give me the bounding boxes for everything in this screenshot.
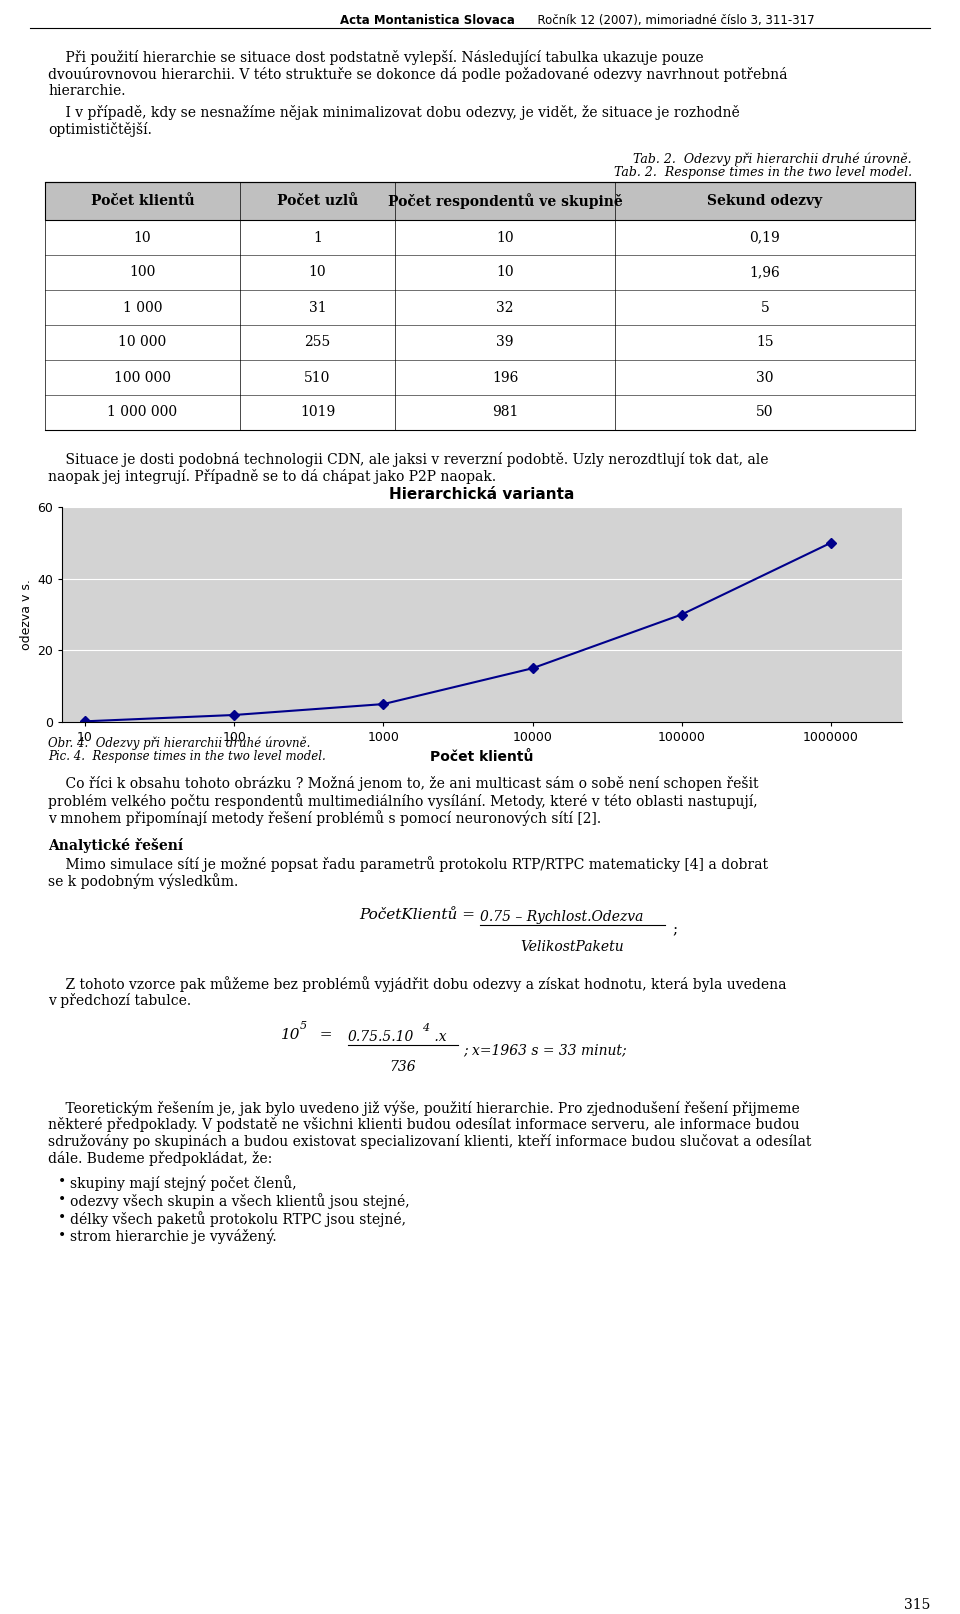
Text: 510: 510 bbox=[304, 371, 330, 384]
Text: Počet uzlů: Počet uzlů bbox=[276, 194, 358, 208]
Text: 196: 196 bbox=[492, 371, 518, 384]
Text: 4: 4 bbox=[422, 1023, 429, 1033]
Text: 0,19: 0,19 bbox=[750, 231, 780, 244]
Text: v předchozí tabulce.: v předchozí tabulce. bbox=[48, 993, 191, 1009]
Text: 1: 1 bbox=[313, 231, 322, 244]
Text: •: • bbox=[58, 1210, 66, 1225]
Text: I v případě, kdy se nesnažíme nějak minimalizovat dobu odezvy, je vidět, že situ: I v případě, kdy se nesnažíme nějak mini… bbox=[48, 105, 740, 119]
Text: Mimo simulace sítí je možné popsat řadu parametrů protokolu RTP/RTPC matematicky: Mimo simulace sítí je možné popsat řadu … bbox=[48, 855, 768, 872]
Text: Analytické řešení: Analytické řešení bbox=[48, 838, 183, 854]
Text: 10: 10 bbox=[496, 231, 514, 244]
Y-axis label: odezva v s.: odezva v s. bbox=[20, 579, 33, 650]
Text: odezvy všech skupin a všech klientů jsou stejné,: odezvy všech skupin a všech klientů jsou… bbox=[70, 1193, 410, 1209]
Text: •: • bbox=[58, 1193, 66, 1207]
Bar bbox=[45, 291, 915, 324]
Bar bbox=[45, 324, 915, 360]
Text: Situace je dosti podobná technologii CDN, ale jaksi v reverzní podobtě. Uzly ner: Situace je dosti podobná technologii CDN… bbox=[48, 452, 769, 466]
Text: 0.75 – Rychlost.Odezva: 0.75 – Rychlost.Odezva bbox=[480, 910, 643, 923]
Text: =: = bbox=[310, 1028, 343, 1043]
Text: 50: 50 bbox=[756, 405, 774, 420]
Text: •: • bbox=[58, 1228, 66, 1243]
Text: Při použití hierarchie se situace dost podstatně vylepší. Následující tabulka uk: Při použití hierarchie se situace dost p… bbox=[48, 50, 704, 65]
Text: Počet klientů: Počet klientů bbox=[90, 194, 194, 208]
Text: 0.75.5.10: 0.75.5.10 bbox=[348, 1030, 415, 1044]
Text: naopak jej integrují. Případně se to dá chápat jako P2P naopak.: naopak jej integrují. Případně se to dá … bbox=[48, 470, 496, 484]
Text: ; x=1963 s = 33 minut;: ; x=1963 s = 33 minut; bbox=[463, 1043, 627, 1057]
Text: Tab. 2.  Response times in the two level model.: Tab. 2. Response times in the two level … bbox=[613, 166, 912, 179]
Text: Acta Montanistica Slovaca: Acta Montanistica Slovaca bbox=[340, 15, 515, 27]
Text: Tab. 2.  Odezvy při hierarchii druhé úrovně.: Tab. 2. Odezvy při hierarchii druhé úrov… bbox=[634, 152, 912, 166]
Text: 5: 5 bbox=[300, 1022, 307, 1031]
Text: Co říci k obsahu tohoto obrázku ? Možná jenom to, že ani multicast sám o sobě ne: Co říci k obsahu tohoto obrázku ? Možná … bbox=[48, 776, 758, 791]
Text: problém velkého počtu respondentů multimediálního vysílání. Metody, které v této: problém velkého počtu respondentů multim… bbox=[48, 792, 757, 809]
Text: 10: 10 bbox=[496, 265, 514, 279]
Text: 981: 981 bbox=[492, 405, 518, 420]
Text: některé předpoklady. V podstatě ne všichni klienti budou odesílat informace serv: některé předpoklady. V podstatě ne všich… bbox=[48, 1117, 800, 1131]
Text: 315: 315 bbox=[903, 1598, 930, 1612]
Text: 15: 15 bbox=[756, 336, 774, 350]
Text: Sekund odezvy: Sekund odezvy bbox=[708, 194, 823, 208]
Text: ;: ; bbox=[672, 923, 677, 938]
Text: strom hierarchie je vyvážený.: strom hierarchie je vyvážený. bbox=[70, 1228, 276, 1244]
Text: 10 000: 10 000 bbox=[118, 336, 167, 350]
Text: 10: 10 bbox=[309, 265, 326, 279]
Bar bbox=[45, 182, 915, 220]
Text: Z tohoto vzorce pak můžeme bez problémů vyjádřit dobu odezvy a získat hodnotu, k: Z tohoto vzorce pak můžeme bez problémů … bbox=[48, 976, 786, 993]
Text: skupiny mají stejný počet členů,: skupiny mají stejný počet členů, bbox=[70, 1175, 297, 1191]
Bar bbox=[45, 255, 915, 291]
Text: Obr. 4.  Odezvy při hierarchii druhé úrovně.: Obr. 4. Odezvy při hierarchii druhé úrov… bbox=[48, 736, 310, 749]
Text: dále. Budeme předpokládat, že:: dále. Budeme předpokládat, že: bbox=[48, 1151, 273, 1165]
Text: •: • bbox=[58, 1175, 66, 1190]
Text: .x: .x bbox=[430, 1030, 446, 1044]
Bar bbox=[45, 220, 915, 255]
Text: sdružovány po skupinách a budou existovat specializovaní klienti, kteří informac: sdružovány po skupinách a budou existova… bbox=[48, 1135, 811, 1149]
Text: Počet respondentů ve skupině: Počet respondentů ve skupině bbox=[388, 194, 622, 208]
Text: 5: 5 bbox=[760, 300, 769, 315]
Text: VelikostPaketu: VelikostPaketu bbox=[520, 939, 624, 954]
Text: 1 000: 1 000 bbox=[123, 300, 162, 315]
Text: 31: 31 bbox=[309, 300, 326, 315]
Text: optimističtější.: optimističtější. bbox=[48, 123, 152, 137]
Text: Ročník 12 (2007), mimoriadné číslo 3, 311-317: Ročník 12 (2007), mimoriadné číslo 3, 31… bbox=[530, 15, 815, 27]
Text: dvouúrovnovou hierarchii. V této struktuře se dokonce dá podle požadované odezvy: dvouúrovnovou hierarchii. V této struktu… bbox=[48, 68, 787, 82]
Text: 32: 32 bbox=[496, 300, 514, 315]
Text: Pic. 4.  Response times in the two level model.: Pic. 4. Response times in the two level … bbox=[48, 751, 325, 763]
Text: hierarchie.: hierarchie. bbox=[48, 84, 126, 98]
Text: v mnohem připomínají metody řešení problémů s pomocí neuronových sítí [2].: v mnohem připomínají metody řešení probl… bbox=[48, 810, 601, 826]
Text: 736: 736 bbox=[390, 1060, 417, 1073]
Text: 10: 10 bbox=[280, 1028, 300, 1043]
Text: 100 000: 100 000 bbox=[114, 371, 171, 384]
Bar bbox=[45, 395, 915, 429]
Text: 100: 100 bbox=[130, 265, 156, 279]
Text: PočetKlientů =: PočetKlientů = bbox=[359, 909, 480, 922]
X-axis label: Počet klientů: Počet klientů bbox=[430, 749, 534, 763]
Text: 30: 30 bbox=[756, 371, 774, 384]
Text: 1,96: 1,96 bbox=[750, 265, 780, 279]
Text: 1019: 1019 bbox=[300, 405, 335, 420]
Text: 1 000 000: 1 000 000 bbox=[108, 405, 178, 420]
Text: 39: 39 bbox=[496, 336, 514, 350]
Bar bbox=[45, 360, 915, 395]
Title: Hierarchická varianta: Hierarchická varianta bbox=[390, 487, 575, 502]
Text: se k podobným výsledkům.: se k podobným výsledkům. bbox=[48, 873, 238, 889]
Text: 10: 10 bbox=[133, 231, 152, 244]
Text: 255: 255 bbox=[304, 336, 330, 350]
Text: délky všech paketů protokolu RTPC jsou stejné,: délky všech paketů protokolu RTPC jsou s… bbox=[70, 1210, 406, 1227]
Text: Teoretickým řešením je, jak bylo uvedeno již výše, použití hierarchie. Pro zjedn: Teoretickým řešením je, jak bylo uvedeno… bbox=[48, 1101, 800, 1115]
